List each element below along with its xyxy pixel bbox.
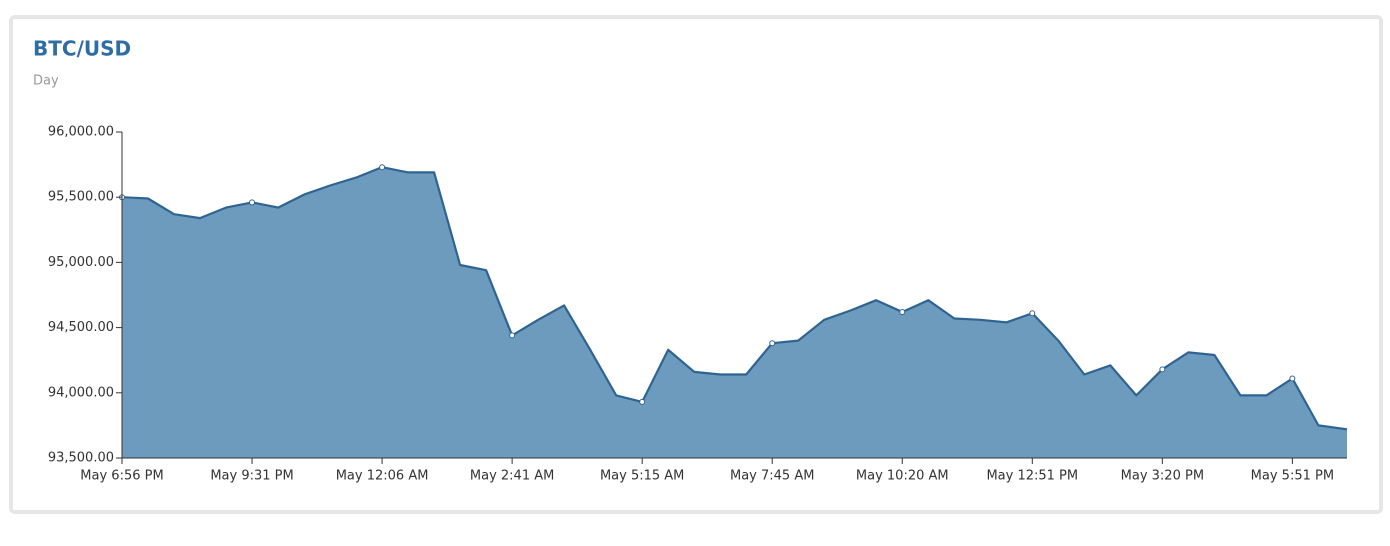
- x-tick-label: May 7:45 AM: [730, 469, 814, 484]
- x-tick-label: May 5:15 AM: [600, 469, 684, 484]
- area: [122, 167, 1347, 458]
- y-tick-label: 95,000.00: [48, 255, 114, 270]
- y-tick-label: 94,500.00: [48, 320, 114, 335]
- x-tick-label: May 3:20 PM: [1121, 469, 1204, 484]
- point-marker: [1159, 366, 1166, 373]
- y-tick-label: 96,000.00: [48, 125, 114, 140]
- y-tick-label: 95,500.00: [48, 190, 114, 205]
- x-tick-label: May 2:41 AM: [470, 469, 554, 484]
- y-tick-label: 94,000.00: [48, 385, 114, 400]
- chart-title: BTC/USD: [33, 37, 131, 61]
- x-tick-label: May 9:31 PM: [210, 469, 293, 484]
- point-marker: [899, 308, 906, 315]
- x-tick-label: May 12:51 PM: [986, 469, 1078, 484]
- point-marker: [639, 398, 646, 405]
- point-marker: [1289, 375, 1296, 382]
- x-tick-label: May 10:20 AM: [856, 469, 949, 484]
- point-marker: [509, 332, 516, 339]
- x-tick-label: May 6:56 PM: [80, 469, 163, 484]
- point-marker: [249, 199, 256, 206]
- x-tick-label: May 12:06 AM: [336, 469, 429, 484]
- point-marker: [769, 340, 776, 347]
- point-marker: [379, 164, 386, 171]
- x-tick-label: May 5:51 PM: [1251, 469, 1334, 484]
- y-tick-label: 93,500.00: [48, 451, 114, 466]
- point-marker: [1029, 310, 1036, 317]
- line: [121, 166, 1348, 431]
- chart-subtitle: Day: [33, 74, 59, 89]
